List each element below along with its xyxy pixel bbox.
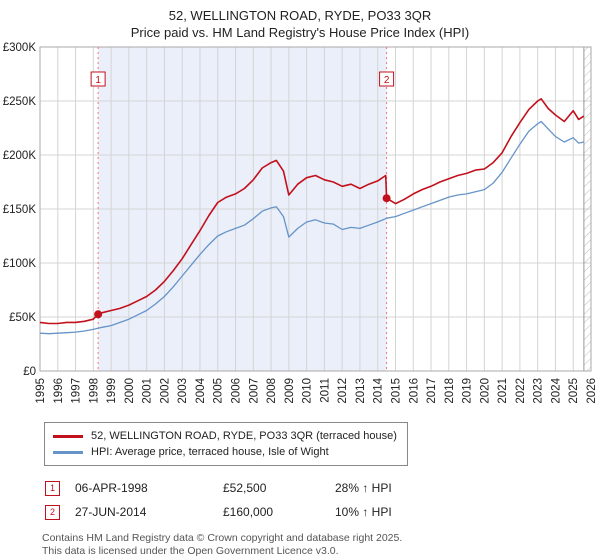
- svg-text:2012: 2012: [337, 378, 349, 404]
- sale-1-price: £52,500: [223, 481, 267, 495]
- svg-text:2023: 2023: [533, 378, 545, 404]
- red-line-swatch: [53, 434, 83, 438]
- svg-text:2002: 2002: [159, 378, 171, 404]
- svg-text:2006: 2006: [231, 378, 243, 404]
- svg-text:1999: 1999: [106, 378, 118, 404]
- svg-text:2026: 2026: [586, 378, 598, 404]
- svg-text:2011: 2011: [319, 378, 331, 403]
- svg-text:2025: 2025: [568, 378, 580, 404]
- chart-header: 52, WELLINGTON ROAD, RYDE, PO33 3QR Pric…: [0, 0, 600, 41]
- sale-1-hpi-delta: 28% ↑ HPI: [335, 481, 392, 495]
- svg-text:£50K: £50K: [9, 312, 36, 324]
- svg-text:2008: 2008: [266, 378, 278, 404]
- svg-text:1996: 1996: [53, 378, 65, 404]
- page-subtitle: Price paid vs. HM Land Registry's House …: [130, 25, 470, 40]
- page-title: 52, WELLINGTON ROAD, RYDE, PO33 3QR: [168, 8, 432, 23]
- price-history-chart[interactable]: 1 2 £0 £50K £100K £150K £200K £250K £300K 1995 199…: [0, 41, 600, 413]
- svg-text:2014: 2014: [373, 377, 385, 403]
- legend-label-property: 52, WELLINGTON ROAD, RYDE, PO33 3QR (ter…: [91, 430, 397, 442]
- svg-text:2016: 2016: [408, 378, 420, 404]
- svg-text:2018: 2018: [444, 378, 456, 404]
- svg-text:2000: 2000: [124, 378, 136, 404]
- svg-text:2013: 2013: [355, 378, 367, 404]
- svg-text:1995: 1995: [35, 378, 47, 404]
- svg-text:2022: 2022: [515, 378, 527, 404]
- svg-text:2017: 2017: [426, 378, 438, 404]
- sale-1-date: 06-APR-1998: [75, 481, 148, 495]
- sale-2-hpi-delta: 10% ↑ HPI: [335, 505, 392, 519]
- legend-label-hpi: HPI: Average price, terraced house, Isle…: [91, 446, 329, 458]
- svg-text:2009: 2009: [284, 378, 296, 404]
- copyright-footer: Contains HM Land Registry data © Crown c…: [42, 532, 600, 558]
- sale-annotation-row-2: 2 27-JUN-2014 £160,000 10% ↑ HPI: [45, 500, 600, 524]
- chart-legend: 52, WELLINGTON ROAD, RYDE, PO33 3QR (ter…: [44, 422, 408, 466]
- svg-text:2005: 2005: [213, 378, 225, 404]
- svg-text:1997: 1997: [71, 378, 83, 404]
- svg-text:2019: 2019: [462, 378, 474, 404]
- svg-text:2021: 2021: [497, 378, 509, 404]
- svg-text:2015: 2015: [390, 378, 402, 404]
- svg-text:£300K: £300K: [3, 42, 37, 54]
- svg-text:2: 2: [384, 75, 390, 86]
- legend-item-hpi: HPI: Average price, terraced house, Isle…: [53, 444, 397, 460]
- svg-text:£250K: £250K: [3, 96, 37, 108]
- svg-text:£200K: £200K: [3, 150, 37, 162]
- svg-text:£0: £0: [23, 366, 36, 378]
- sale-2-date: 27-JUN-2014: [75, 505, 147, 519]
- svg-text:£150K: £150K: [3, 204, 37, 216]
- svg-text:2024: 2024: [550, 377, 562, 403]
- blue-line-swatch: [53, 450, 83, 454]
- sale-1-marker: 1: [45, 481, 60, 496]
- copyright-line-2: This data is licensed under the Open Gov…: [42, 545, 339, 557]
- svg-text:1998: 1998: [88, 378, 100, 404]
- sale-2-marker: 2: [45, 505, 60, 520]
- svg-text:1: 1: [95, 75, 101, 86]
- sale-annotation-row-1: 1 06-APR-1998 £52,500 28% ↑ HPI: [45, 476, 600, 500]
- svg-text:2003: 2003: [177, 378, 189, 404]
- svg-text:2010: 2010: [302, 378, 314, 404]
- svg-text:2007: 2007: [248, 378, 260, 404]
- legend-item-property: 52, WELLINGTON ROAD, RYDE, PO33 3QR (ter…: [53, 428, 397, 444]
- legend-container: 52, WELLINGTON ROAD, RYDE, PO33 3QR (ter…: [0, 418, 600, 472]
- svg-text:2004: 2004: [195, 377, 207, 403]
- svg-text:2020: 2020: [479, 378, 491, 404]
- copyright-line-1: Contains HM Land Registry data © Crown c…: [42, 532, 403, 544]
- sale-2-price: £160,000: [223, 505, 274, 519]
- sale-annotations: 1 06-APR-1998 £52,500 28% ↑ HPI 2 27-JUN…: [45, 476, 600, 524]
- svg-text:2001: 2001: [142, 378, 154, 404]
- svg-text:£100K: £100K: [3, 258, 37, 270]
